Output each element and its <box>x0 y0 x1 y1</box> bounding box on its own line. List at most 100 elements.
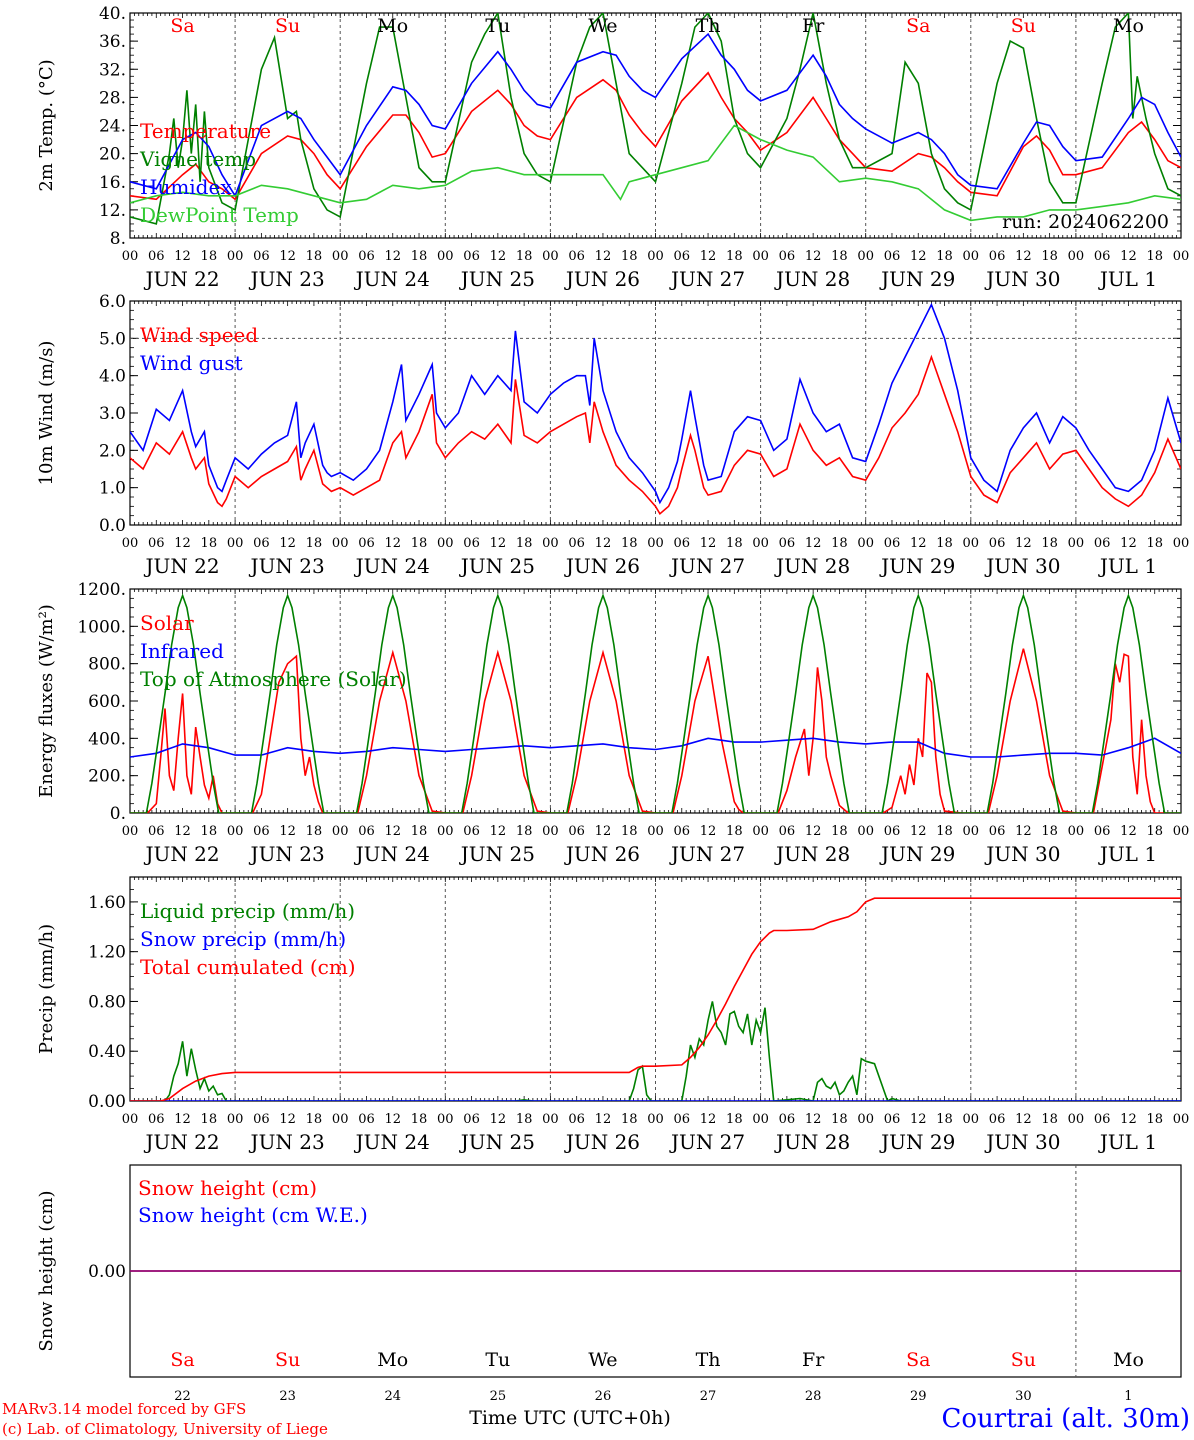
y-tick-label: 0.00 <box>88 1262 126 1282</box>
day-number-label: 27 <box>700 1389 717 1404</box>
hour-tick-label: 06 <box>989 536 1006 551</box>
hour-tick-label: 18 <box>726 249 743 264</box>
y-tick-label: 36. <box>99 32 126 52</box>
hour-tick-label: 00 <box>227 536 244 551</box>
hour-tick-label: 06 <box>674 536 691 551</box>
date-label: JUN 25 <box>459 1130 535 1154</box>
hour-tick-label: 12 <box>279 1112 296 1127</box>
plot-frame <box>129 588 1182 814</box>
hour-tick-label: 18 <box>936 1112 953 1127</box>
hour-tick-label: 18 <box>936 536 953 551</box>
y-tick-label: 3.0 <box>99 404 126 424</box>
hour-tick-label: 00 <box>857 1112 874 1127</box>
date-label: JUN 27 <box>669 267 745 291</box>
hour-tick-label: 12 <box>174 824 191 839</box>
hour-tick-label: 18 <box>621 536 638 551</box>
y-tick-label: 1000. <box>77 617 126 637</box>
hour-tick-label: 18 <box>306 536 323 551</box>
legend-entry: Vigne temp <box>139 147 256 171</box>
y-tick-label: 28. <box>99 88 126 108</box>
hour-tick-label: 06 <box>463 824 480 839</box>
hour-tick-label: 00 <box>857 824 874 839</box>
hour-tick-label: 12 <box>490 1112 507 1127</box>
day-number-label: 28 <box>805 1389 822 1404</box>
hour-tick-label: 06 <box>463 1112 480 1127</box>
hour-tick-label: 06 <box>884 1112 901 1127</box>
legend-entry: Temperature <box>140 119 271 143</box>
date-label: JUN 27 <box>669 842 745 866</box>
weekday-label: Sa <box>170 15 194 37</box>
hour-tick-label: 00 <box>647 824 664 839</box>
hour-tick-label: 12 <box>595 1112 612 1127</box>
hour-tick-label: 12 <box>174 249 191 264</box>
date-label: JUN 29 <box>879 554 955 578</box>
hour-tick-label: 18 <box>516 536 533 551</box>
hour-tick-label: 06 <box>779 536 796 551</box>
hour-tick-label: 18 <box>306 824 323 839</box>
hour-tick-label: 00 <box>122 824 139 839</box>
hour-tick-label: 00 <box>122 536 139 551</box>
hour-tick-label: 12 <box>595 536 612 551</box>
hour-tick-label: 18 <box>831 249 848 264</box>
y-tick-label: 1200. <box>77 580 126 600</box>
hour-tick-label: 12 <box>490 824 507 839</box>
date-label: JUN 28 <box>774 267 850 291</box>
y-tick-label: 0. <box>110 804 126 824</box>
panel-3: 00 06 12 18 00 06 12 18 00 06 12 18 00 06 12 18 00 06 12 18… <box>36 580 1189 866</box>
hour-tick-label: 12 <box>805 249 822 264</box>
hour-tick-label: 12 <box>595 249 612 264</box>
hour-tick-label: 06 <box>779 1112 796 1127</box>
legend-entry: Snow height (cm) <box>138 1176 317 1200</box>
hour-tick-label: 12 <box>805 824 822 839</box>
hour-tick-label: 00 <box>752 249 769 264</box>
day-number-label: 1 <box>1124 1389 1132 1404</box>
weekday-label: Mo <box>377 1349 408 1371</box>
hour-tick-label: 12 <box>279 824 296 839</box>
day-number-label: 22 <box>174 1389 191 1404</box>
date-label: JUL 1 <box>1098 554 1157 578</box>
day-number-label: 24 <box>384 1389 401 1404</box>
hour-tick-label: 00 <box>1068 536 1085 551</box>
hour-tick-label: 18 <box>1041 824 1058 839</box>
day-number-label: 25 <box>490 1389 507 1404</box>
weekday-label: Mo <box>1113 1349 1144 1371</box>
panels: 00 06 12 18 00 06 12 18 00 06 12 18 00 06 12 18 00 06 12 18… <box>36 4 1189 1404</box>
hour-tick-label: 12 <box>384 249 401 264</box>
hour-tick-label: 06 <box>989 249 1006 264</box>
date-label: JUN 25 <box>459 842 535 866</box>
hour-tick-label: 00 <box>227 824 244 839</box>
legend-entry: Wind speed <box>140 323 258 347</box>
hour-tick-label: 00 <box>1173 536 1190 551</box>
hour-tick-label: 12 <box>805 536 822 551</box>
run-label: run: 2024062200 <box>1002 211 1169 233</box>
hour-tick-label: 00 <box>963 249 980 264</box>
hour-tick-label: 12 <box>595 824 612 839</box>
series-line-temperature <box>130 71 1181 201</box>
y-tick-label: 1.0 <box>99 479 126 499</box>
y-axis-label: Energy fluxes (W/m²) <box>36 604 57 798</box>
hour-tick-label: 06 <box>1094 824 1111 839</box>
hour-tick-label: 06 <box>989 1112 1006 1127</box>
hour-tick-label: 12 <box>490 536 507 551</box>
legend-entry: Humidex <box>140 175 232 199</box>
hour-tick-label: 00 <box>647 536 664 551</box>
y-tick-label: 800. <box>88 655 126 675</box>
date-label: JUN 22 <box>143 1130 219 1154</box>
y-tick-label: 600. <box>88 692 126 712</box>
time-axis-label: Time UTC (UTC+0h) <box>469 1407 671 1429</box>
hour-tick-label: 06 <box>253 1112 270 1127</box>
date-label: JUN 27 <box>669 1130 745 1154</box>
weekday-label: Th <box>696 1349 721 1371</box>
hour-tick-label: 00 <box>1068 824 1085 839</box>
weekday-label: Tu <box>485 15 510 37</box>
date-label: JUN 25 <box>459 267 535 291</box>
weekday-label: Su <box>1011 1349 1036 1371</box>
y-axis-label: 2m Temp. (°C) <box>36 59 57 191</box>
hour-tick-label: 18 <box>936 249 953 264</box>
hour-tick-label: 06 <box>358 1112 375 1127</box>
hour-tick-label: 00 <box>437 249 454 264</box>
hour-tick-label: 06 <box>674 1112 691 1127</box>
hour-tick-label: 12 <box>1120 249 1137 264</box>
hour-tick-label: 06 <box>148 824 165 839</box>
weekday-label: Mo <box>1113 15 1144 37</box>
